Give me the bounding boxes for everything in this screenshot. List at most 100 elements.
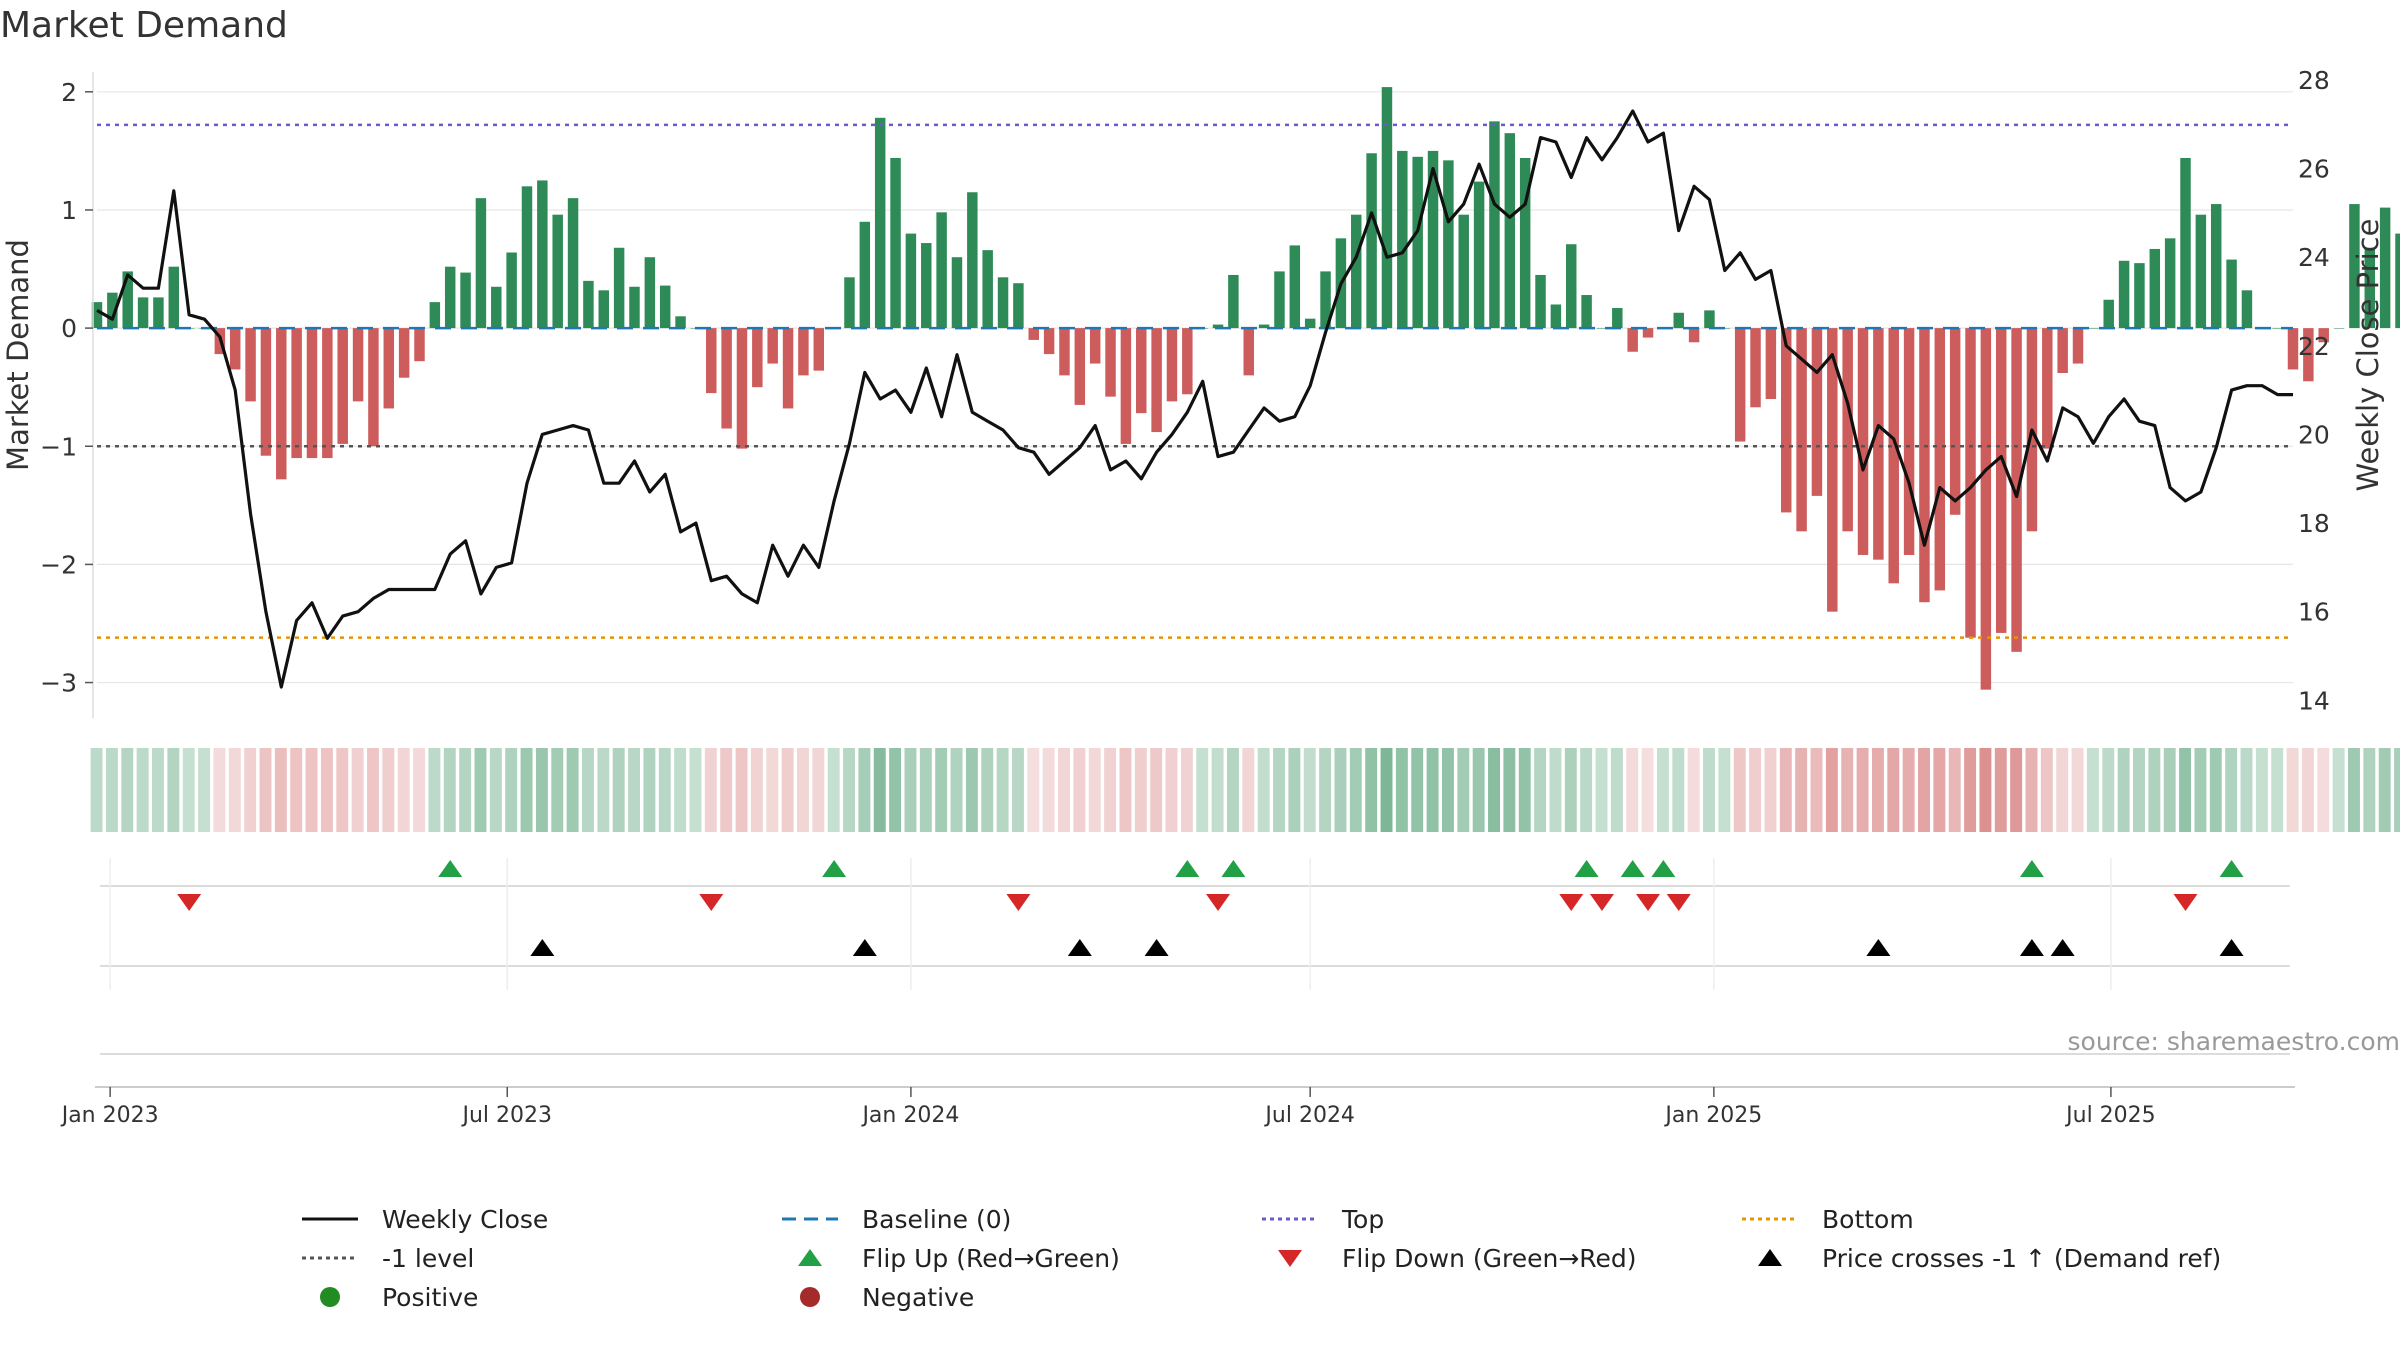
demand-bar: [936, 212, 947, 329]
demand-bar: [1397, 150, 1408, 329]
heat-cell: [1242, 748, 1255, 832]
heat-cell: [1948, 748, 1961, 832]
demand-bar: [2303, 328, 2314, 382]
flip-down-marker: [1559, 894, 1584, 911]
demand-bar: [1704, 310, 1715, 329]
demand-bar: [905, 233, 917, 329]
demand-bar: [967, 192, 978, 329]
legend-symbol: [302, 1217, 358, 1221]
heat-cell: [1933, 748, 1946, 832]
demand-bar: [890, 157, 901, 329]
demand-bar: [1734, 328, 1746, 442]
legend-item: Baseline (0): [780, 1200, 1011, 1238]
heat-cell: [105, 748, 118, 832]
y2-tick-label: 24: [2298, 243, 2330, 272]
heat-cell: [1334, 748, 1347, 832]
demand-bar: [1827, 328, 1838, 612]
demand-bar: [1028, 328, 1039, 340]
legend-item: Flip Down (Green→Red): [1260, 1239, 1637, 1277]
demand-bar: [1504, 133, 1516, 329]
demand-bar: [859, 221, 871, 329]
demand-bar: [1796, 328, 1807, 532]
y2-tick-label: 20: [2298, 420, 2330, 449]
flip-up-marker: [1620, 860, 1645, 877]
heat-cell: [1472, 748, 1485, 832]
legend-symbol: [302, 1256, 358, 1260]
heat-cell: [1257, 748, 1270, 832]
heat-cell: [2225, 748, 2238, 832]
heat-cell: [1411, 748, 1424, 832]
heat-cell: [2025, 748, 2038, 832]
heat-cell: [505, 748, 518, 832]
demand-bar: [2118, 260, 2130, 329]
y-tick-label: −1: [40, 432, 77, 461]
demand-bar: [414, 328, 425, 362]
demand-bar: [1888, 328, 1899, 584]
demand-bar: [644, 257, 656, 329]
demand-bar: [1688, 328, 1700, 343]
legend-label: Positive: [382, 1282, 479, 1312]
demand-bar: [491, 286, 502, 329]
heat-cell: [597, 748, 610, 832]
demand-bar: [1258, 324, 1270, 329]
heat-cell: [198, 748, 211, 832]
legend-symbol: [1278, 1250, 1302, 1267]
demand-bar: [1151, 328, 1162, 433]
legend-item: -1 level: [300, 1239, 474, 1277]
flip-down-marker: [699, 894, 724, 911]
y2-tick-label: 22: [2298, 332, 2330, 361]
demand-bar: [521, 186, 533, 329]
demand-bar: [1780, 328, 1792, 513]
legend-symbol: [1262, 1217, 1318, 1221]
heat-cell: [2194, 748, 2207, 832]
demand-bar: [1120, 328, 1132, 444]
legend-symbol: [1758, 1249, 1782, 1266]
demand-bar: [1212, 324, 1224, 329]
y2-tick-label: 18: [2298, 509, 2330, 538]
demand-bar: [153, 297, 164, 329]
heat-cell: [1718, 748, 1731, 832]
demand-bar: [2180, 157, 2191, 329]
demand-bar: [1765, 328, 1777, 399]
demand-bar: [1089, 328, 1101, 364]
flip-up-marker: [438, 860, 463, 877]
grid-layer: [97, 91, 2293, 684]
heat-cell: [873, 748, 886, 832]
heat-cell: [1380, 748, 1393, 832]
demand-bar: [951, 257, 963, 329]
heat-cell: [1979, 748, 1992, 832]
demand-bar: [107, 292, 118, 329]
heat-cell: [889, 748, 902, 832]
demand-bar: [629, 286, 640, 329]
demand-bar: [921, 243, 932, 329]
price-cross-marker: [530, 939, 555, 956]
heat-cell: [397, 748, 410, 832]
legend-symbol: [320, 1287, 340, 1307]
demand-bar: [1274, 271, 1285, 329]
heat-cell: [1902, 748, 1915, 832]
heat-cell: [1810, 748, 1823, 832]
heat-cell: [1088, 748, 1101, 832]
heat-cell: [136, 748, 149, 832]
heat-cell: [2133, 748, 2145, 832]
price-cross-marker: [852, 939, 877, 956]
x-axis: Jan 2023 Jul 2023 Jan 2024 Jul 2024 Jan 2025…: [60, 1086, 2295, 1128]
demand-bar: [537, 180, 548, 329]
price-cross-marker: [1866, 939, 1891, 956]
heat-cell: [167, 748, 180, 832]
flip-up-marker: [1221, 860, 1246, 877]
legend-label: Bottom: [1822, 1204, 1914, 1234]
heat-cell: [766, 748, 779, 832]
heat-cell: [1303, 748, 1316, 832]
heat-cell: [582, 748, 594, 832]
heat-cell: [1273, 748, 1285, 832]
heat-cell: [1150, 748, 1163, 832]
demand-bar: [1381, 87, 1393, 329]
legend-item: Positive: [300, 1278, 478, 1316]
legend-label: Flip Down (Green→Red): [1342, 1243, 1637, 1273]
heat-cell: [274, 748, 287, 832]
heat-cell: [2010, 748, 2023, 832]
demand-bar: [1043, 328, 1055, 355]
heat-cell: [1672, 748, 1685, 832]
demand-bar: [1412, 156, 1423, 329]
